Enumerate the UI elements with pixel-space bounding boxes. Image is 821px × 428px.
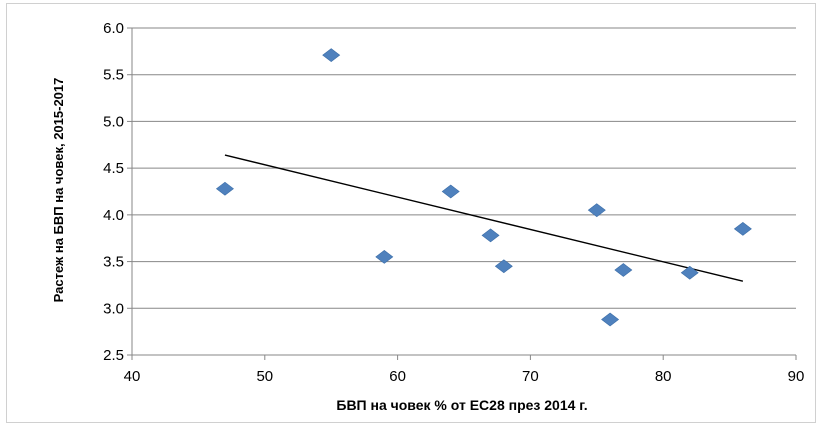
y-axis-label: Растеж на БВП на човек, 2015-2017: [51, 78, 66, 303]
gridlines: [132, 27, 796, 309]
y-tick-labels: 2.5 3.0 3.5 4.0 4.5 5.0 5.5 6.0: [103, 20, 124, 364]
y-tick-label: 3.0: [103, 300, 124, 317]
x-tick-label: 70: [522, 368, 539, 385]
data-point: [215, 181, 234, 196]
data-point: [441, 184, 460, 199]
y-tick-label: 5.0: [103, 113, 124, 130]
x-tick-labels: 40 50 60 70 80 90: [124, 368, 805, 385]
trendline-group: [224, 154, 744, 282]
x-tick-label: 50: [256, 368, 273, 385]
data-point: [494, 259, 513, 274]
y-tick-label: 2.5: [103, 347, 124, 364]
y-tick-label: 3.5: [103, 254, 124, 271]
data-point: [733, 221, 752, 236]
data-point: [601, 312, 620, 327]
x-tick-label: 90: [788, 368, 805, 385]
data-point: [614, 263, 633, 277]
y-tick-label: 6.0: [103, 20, 124, 37]
axes: [127, 27, 797, 360]
y-tick-label: 4.0: [103, 207, 124, 224]
y-tick-label: 5.5: [103, 67, 124, 84]
x-axis-label: БВП на човек % от ЕС28 през 2014 г.: [336, 397, 587, 413]
data-point: [375, 250, 394, 264]
data-point: [481, 228, 500, 243]
x-tick-label: 80: [655, 368, 672, 385]
data-point: [322, 48, 341, 62]
data-points: [215, 48, 752, 327]
data-point: [680, 265, 699, 280]
trendline: [224, 154, 744, 282]
data-point: [587, 203, 606, 218]
x-tick-label: 40: [124, 368, 141, 385]
x-tick-label: 60: [389, 368, 406, 385]
y-tick-label: 4.5: [103, 160, 124, 177]
chart-frame: [6, 3, 816, 423]
